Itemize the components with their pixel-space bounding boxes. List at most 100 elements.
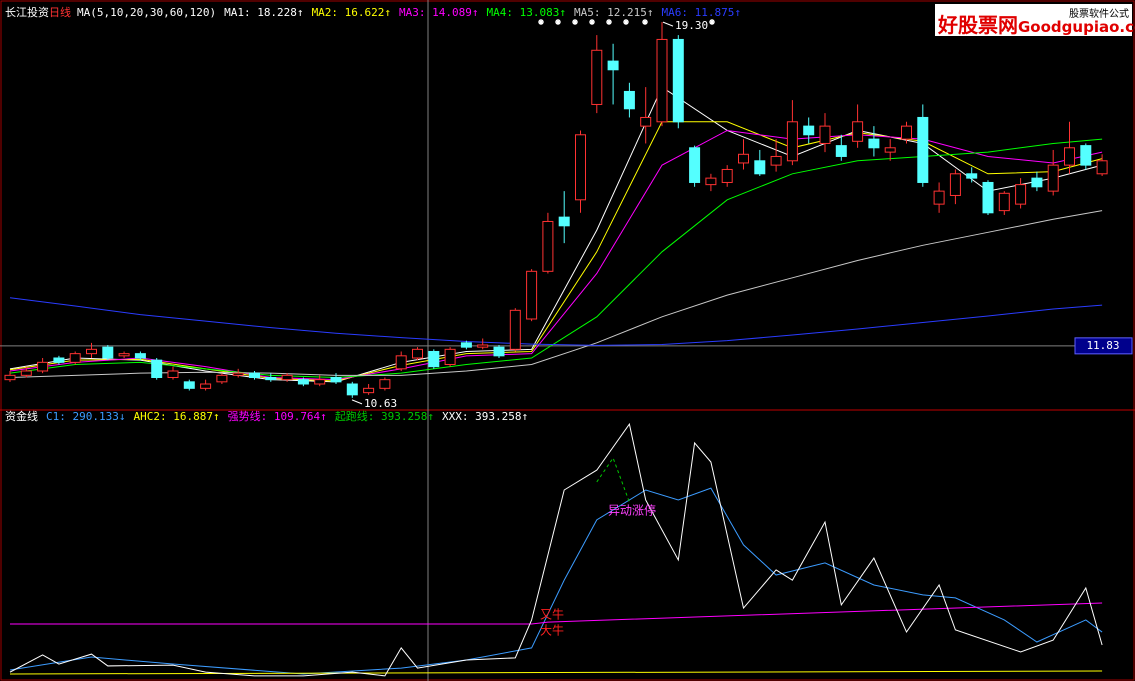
- candle-body: [281, 374, 293, 381]
- candle-body: [542, 220, 554, 272]
- watermark-name: 好股票网: [938, 13, 1018, 37]
- legend-entry: C1: 290.133↓: [46, 410, 125, 423]
- high-pointer: [662, 21, 674, 27]
- candle-body: [966, 173, 978, 179]
- candle-body: [591, 49, 603, 105]
- candle-body: [1031, 177, 1043, 188]
- legend-entry: MA6: 11.875↑: [662, 6, 741, 19]
- candle-body: [232, 372, 244, 376]
- candle-body: [314, 379, 326, 385]
- legend-entry: MA1: 18.228↑: [224, 6, 303, 19]
- series-line: [9, 129, 1103, 381]
- candle-body: [1080, 145, 1092, 166]
- candle-body: [672, 38, 684, 123]
- legend-entry: XXX: 393.258↑: [442, 410, 528, 423]
- price-label: 11.83: [1086, 339, 1119, 352]
- candle-body: [786, 121, 798, 162]
- candle-body: [4, 374, 16, 381]
- watermark-site: Goodgupiao.com: [1018, 18, 1135, 36]
- series-line: [9, 121, 1103, 382]
- watermark: 好股票网Goodgupiao.com 股票软件公式: [935, 4, 1135, 38]
- candle-body: [346, 383, 358, 396]
- series-line: [9, 297, 1103, 346]
- candle-body: [330, 376, 342, 383]
- indicator-title: 资金线: [5, 409, 38, 423]
- legend-entry: MA4: 13.083↑: [487, 6, 566, 19]
- candle-body: [835, 145, 847, 157]
- candle-body: [949, 173, 961, 196]
- candle-body: [819, 125, 831, 144]
- candle-body: [167, 370, 179, 378]
- candle-body: [200, 383, 212, 389]
- candle-body: [868, 138, 880, 149]
- watermark-tag: 股票软件公式: [1069, 9, 1129, 20]
- candle-body: [460, 342, 472, 348]
- candle-body: [1015, 184, 1027, 205]
- candle-body: [477, 344, 489, 348]
- legend-entry: MA3: 14.089↑: [399, 6, 478, 19]
- candle-body: [151, 359, 163, 378]
- signal-stars: [538, 19, 715, 25]
- candle-body: [102, 346, 114, 359]
- series-line: [9, 138, 1103, 378]
- candle-body: [395, 355, 407, 370]
- candle-body: [69, 353, 81, 363]
- candle-body: [526, 270, 538, 320]
- candle-body: [297, 379, 309, 385]
- ma-label: MA(5,10,20,30,60,120): [77, 6, 216, 19]
- annotation: 异动涨停: [608, 503, 656, 518]
- low-label: 10.63: [364, 397, 397, 410]
- price-box: [1074, 337, 1133, 355]
- candle-body: [412, 348, 423, 359]
- series-line: [10, 602, 1103, 625]
- candle-body: [803, 125, 815, 136]
- candle-body: [53, 357, 65, 363]
- candle-body: [689, 147, 701, 183]
- candle-body: [216, 374, 228, 383]
- series-line: [9, 210, 1103, 378]
- candle-body: [493, 346, 505, 357]
- candle-body: [37, 361, 49, 372]
- series-line: [9, 86, 1103, 383]
- series-line: [596, 456, 630, 503]
- legend-entry: AHC2: 16.887↑: [133, 410, 219, 423]
- candle-body: [1047, 164, 1059, 192]
- indicator-header: 资金线 C1: 290.133↓ AHC2: 16.887↑ 强势线: 109.764…: [5, 409, 528, 423]
- candle-body: [901, 125, 912, 140]
- candle-body: [721, 168, 733, 183]
- candle-body: [363, 387, 375, 394]
- candle-body: [134, 353, 146, 359]
- legend-entry: MA5: 12.215↑: [574, 6, 653, 19]
- title: 长江投资: [5, 5, 49, 19]
- candle-body: [770, 155, 782, 166]
- candle-body: [754, 160, 766, 175]
- low-pointer: [351, 399, 363, 405]
- legend-entry: MA2: 16.622↑: [312, 6, 391, 19]
- annotation: 大牛: [540, 623, 564, 638]
- legend-entry: 强势线: 109.764↑: [228, 409, 327, 423]
- candle-body: [20, 370, 32, 376]
- candle-body: [379, 379, 391, 389]
- candle-body: [998, 192, 1010, 212]
- legend-entry: 起跑线: 393.258↑: [335, 409, 434, 423]
- candle-body: [444, 348, 456, 365]
- series-line: [9, 487, 1103, 675]
- candle-body: [183, 381, 195, 389]
- annotation: 又牛: [540, 607, 564, 622]
- candle-body: [982, 181, 994, 214]
- candle-body: [265, 376, 277, 381]
- watermark-title: 好股票网Goodgupiao.com: [938, 9, 1135, 38]
- candle-body: [738, 153, 749, 164]
- candle-body: [623, 90, 635, 110]
- candle-body: [1096, 160, 1108, 175]
- series-line: [9, 422, 1103, 677]
- candle-body: [640, 116, 652, 127]
- subtitle: 日线: [49, 5, 71, 19]
- series-line: [9, 670, 1103, 675]
- high-label: 19.30: [675, 19, 708, 32]
- candle-body: [509, 309, 521, 350]
